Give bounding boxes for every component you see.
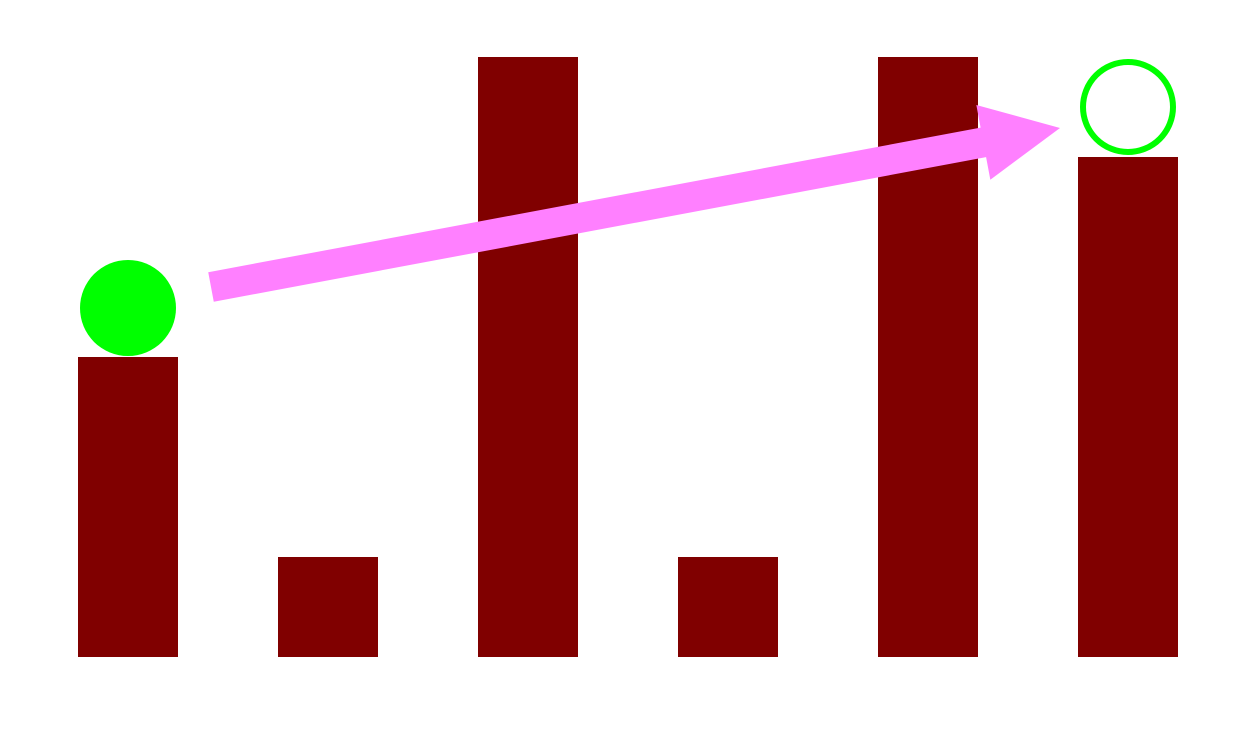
- target-circle[interactable]: [1080, 59, 1176, 155]
- pillar-1: [78, 357, 178, 657]
- pillar-4: [678, 557, 778, 657]
- pillar-6: [1078, 157, 1178, 657]
- ball[interactable]: [80, 260, 176, 356]
- arrow-right-icon: [976, 105, 1060, 180]
- pillar-2: [278, 557, 378, 657]
- pillar-3: [478, 57, 578, 657]
- arrow-shaft: [208, 127, 989, 302]
